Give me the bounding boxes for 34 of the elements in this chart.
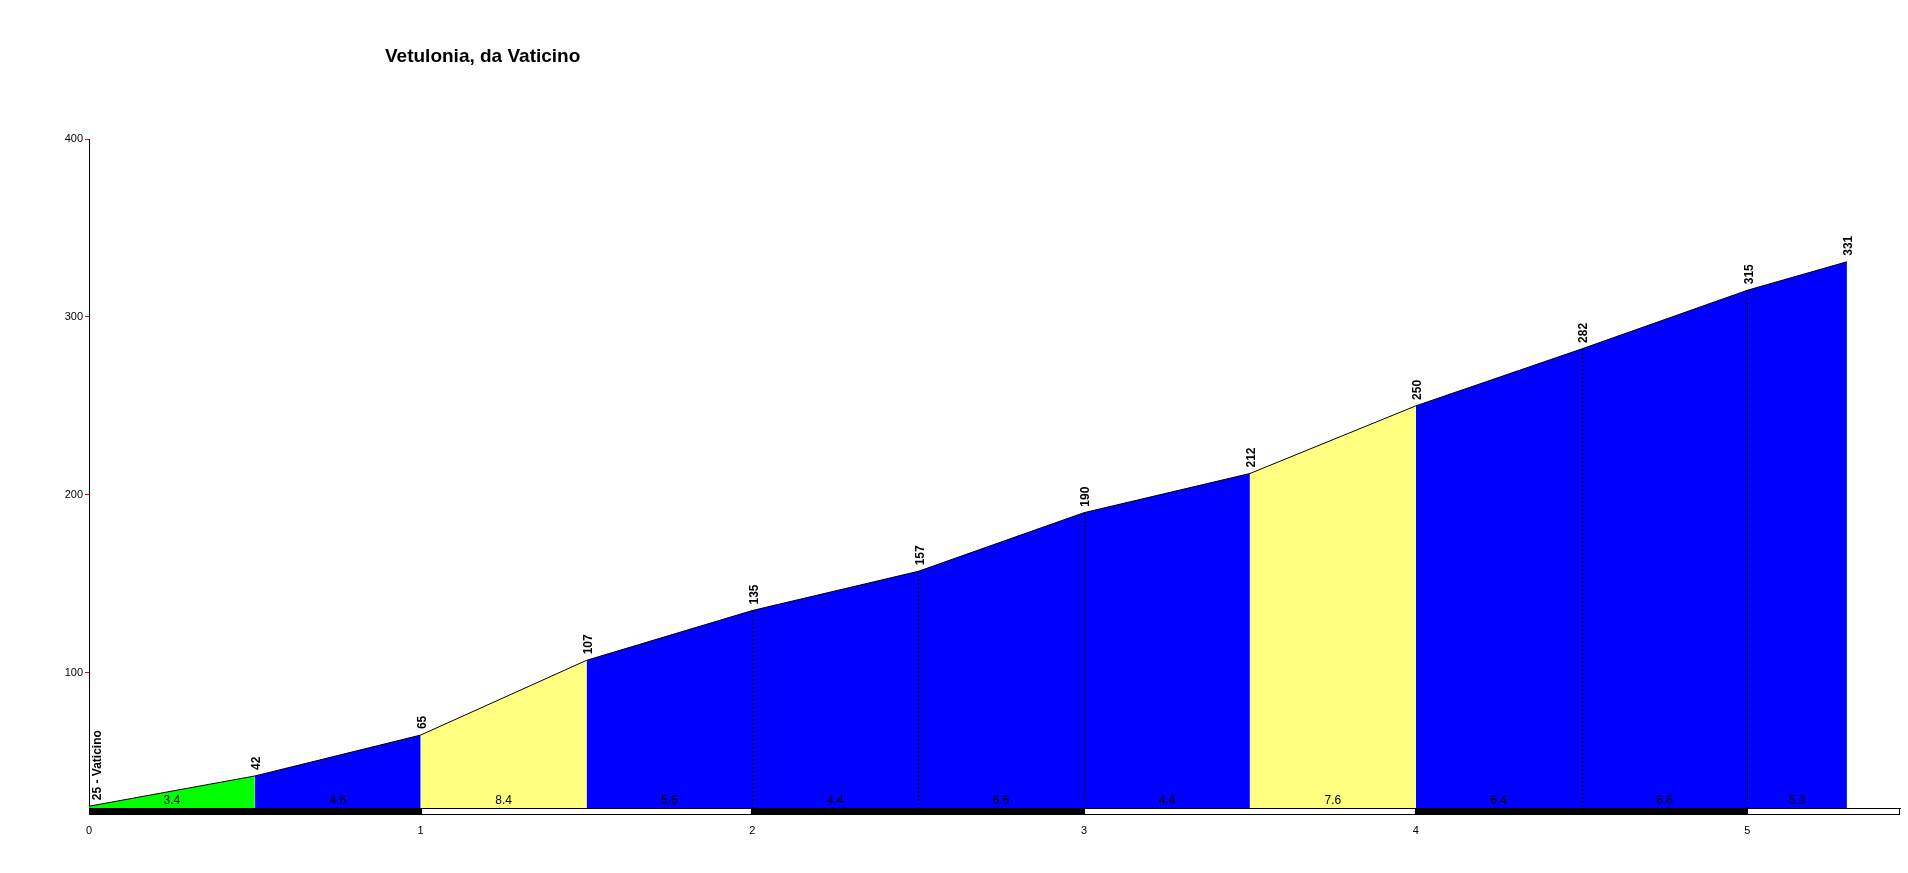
annotation: 4.4 bbox=[826, 793, 844, 808]
annotation: 4.4 bbox=[1158, 793, 1176, 808]
y-tick-label: 300 bbox=[64, 309, 83, 322]
annotation: 8.4 bbox=[495, 793, 513, 808]
data-label: 315 bbox=[1741, 263, 1756, 285]
annotation: 4.6 bbox=[329, 793, 347, 808]
annotation: 7.6 bbox=[1324, 793, 1342, 808]
annotation: 6.6 bbox=[992, 793, 1010, 808]
x-tick-label: 5 bbox=[1744, 823, 1751, 836]
data-label: 25 - Vaticino bbox=[90, 730, 105, 801]
x-tick-label: 3 bbox=[1080, 823, 1088, 836]
chart-title: Vetulonia, da Vaticino bbox=[385, 45, 581, 67]
annotation: 6.4 bbox=[1490, 793, 1508, 808]
data-label: 157 bbox=[912, 545, 927, 566]
x-tick-label: 1 bbox=[417, 823, 424, 836]
y-tick-label: 400 bbox=[64, 132, 83, 145]
data-label: 250 bbox=[1410, 379, 1425, 400]
data-label: 135 bbox=[746, 584, 761, 605]
annotation: 5.3 bbox=[1788, 793, 1806, 808]
data-label: 212 bbox=[1244, 447, 1259, 468]
data-label: 282 bbox=[1575, 322, 1590, 343]
data-label: 331 bbox=[1841, 235, 1856, 256]
data-label: 190 bbox=[1078, 486, 1093, 507]
annotation: 5.6 bbox=[661, 793, 679, 808]
y-tick-label: 200 bbox=[64, 487, 83, 500]
x-tick-label: 2 bbox=[749, 823, 756, 836]
data-label: 107 bbox=[580, 633, 595, 655]
annotation: 3.4 bbox=[163, 793, 181, 808]
y-tick-label: 100 bbox=[64, 665, 83, 678]
x-tick-label: 0 bbox=[85, 823, 93, 836]
data-label: 42 bbox=[249, 756, 264, 770]
annotation: 6.6 bbox=[1656, 793, 1674, 808]
data-label: 65 bbox=[415, 715, 429, 730]
x-tick-label: 4 bbox=[1412, 823, 1419, 836]
